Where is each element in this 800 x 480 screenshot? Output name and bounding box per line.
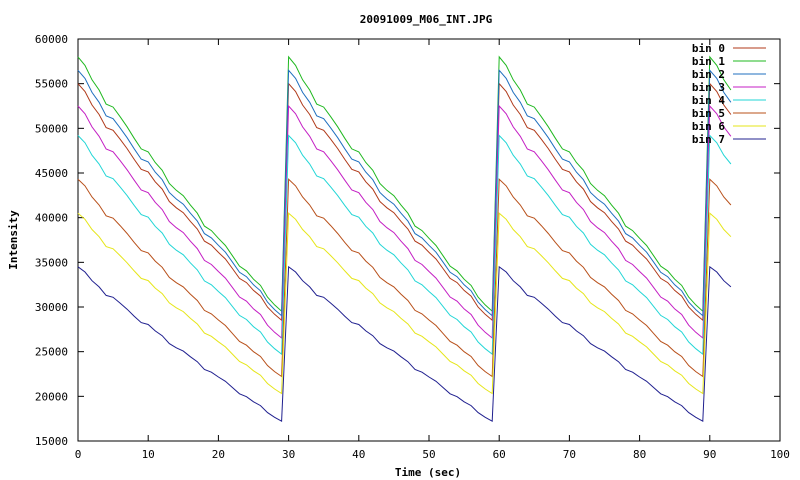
series-line-bin-6 — [77, 212, 732, 395]
y-tick-label: 35000 — [35, 256, 68, 269]
x-tick-label: 80 — [633, 448, 646, 461]
x-tick-label: 30 — [282, 448, 295, 461]
series-line-bin-2 — [77, 68, 732, 317]
x-tick-label: 40 — [352, 448, 365, 461]
x-tick-label: 20 — [212, 448, 225, 461]
legend-label: bin 1 — [692, 55, 725, 68]
y-tick-label: 55000 — [35, 78, 68, 91]
x-tick-label: 50 — [422, 448, 435, 461]
plot-frame — [77, 38, 781, 442]
y-tick-label: 60000 — [35, 33, 68, 46]
x-tick-label: 10 — [142, 448, 155, 461]
x-tick-label: 0 — [75, 448, 82, 461]
y-tick-label: 15000 — [35, 435, 68, 448]
x-tick-label: 70 — [563, 448, 576, 461]
y-tick-label: 40000 — [35, 212, 68, 225]
series-line-bin-1 — [77, 55, 732, 313]
legend-label: bin 6 — [692, 120, 725, 133]
series-line-bin-7 — [77, 265, 732, 423]
y-axis-label: Intensity — [7, 210, 20, 270]
series-line-bin-4 — [77, 134, 732, 356]
legend-label: bin 0 — [692, 42, 725, 55]
y-tick-label: 30000 — [35, 301, 68, 314]
legend-label: bin 5 — [692, 107, 725, 120]
x-axis-label: Time (sec) — [395, 466, 461, 479]
x-axis: 0 10 20 30 40 50 60 70 80 90 100 — [75, 39, 790, 461]
series-line-bin-5 — [77, 178, 732, 378]
y-axis: 15000 20000 25000 30000 35000 40000 45000 50000… — [35, 33, 780, 448]
y-tick-label: 25000 — [35, 346, 68, 359]
legend-label: bin 2 — [692, 68, 725, 81]
legend-label: bin 4 — [692, 94, 725, 107]
series-line-bin-0 — [77, 82, 732, 322]
x-tick-label: 60 — [493, 448, 506, 461]
series-line-bin-3 — [77, 104, 732, 340]
chart-title: 20091009_M06_INT.JPG — [360, 13, 493, 26]
series-lines — [77, 55, 732, 423]
legend-label: bin 3 — [692, 81, 725, 94]
y-tick-label: 20000 — [35, 390, 68, 403]
y-tick-label: 45000 — [35, 167, 68, 180]
y-tick-label: 50000 — [35, 122, 68, 135]
x-tick-label: 90 — [703, 448, 716, 461]
legend-label: bin 7 — [692, 133, 725, 146]
x-tick-label: 100 — [770, 448, 790, 461]
